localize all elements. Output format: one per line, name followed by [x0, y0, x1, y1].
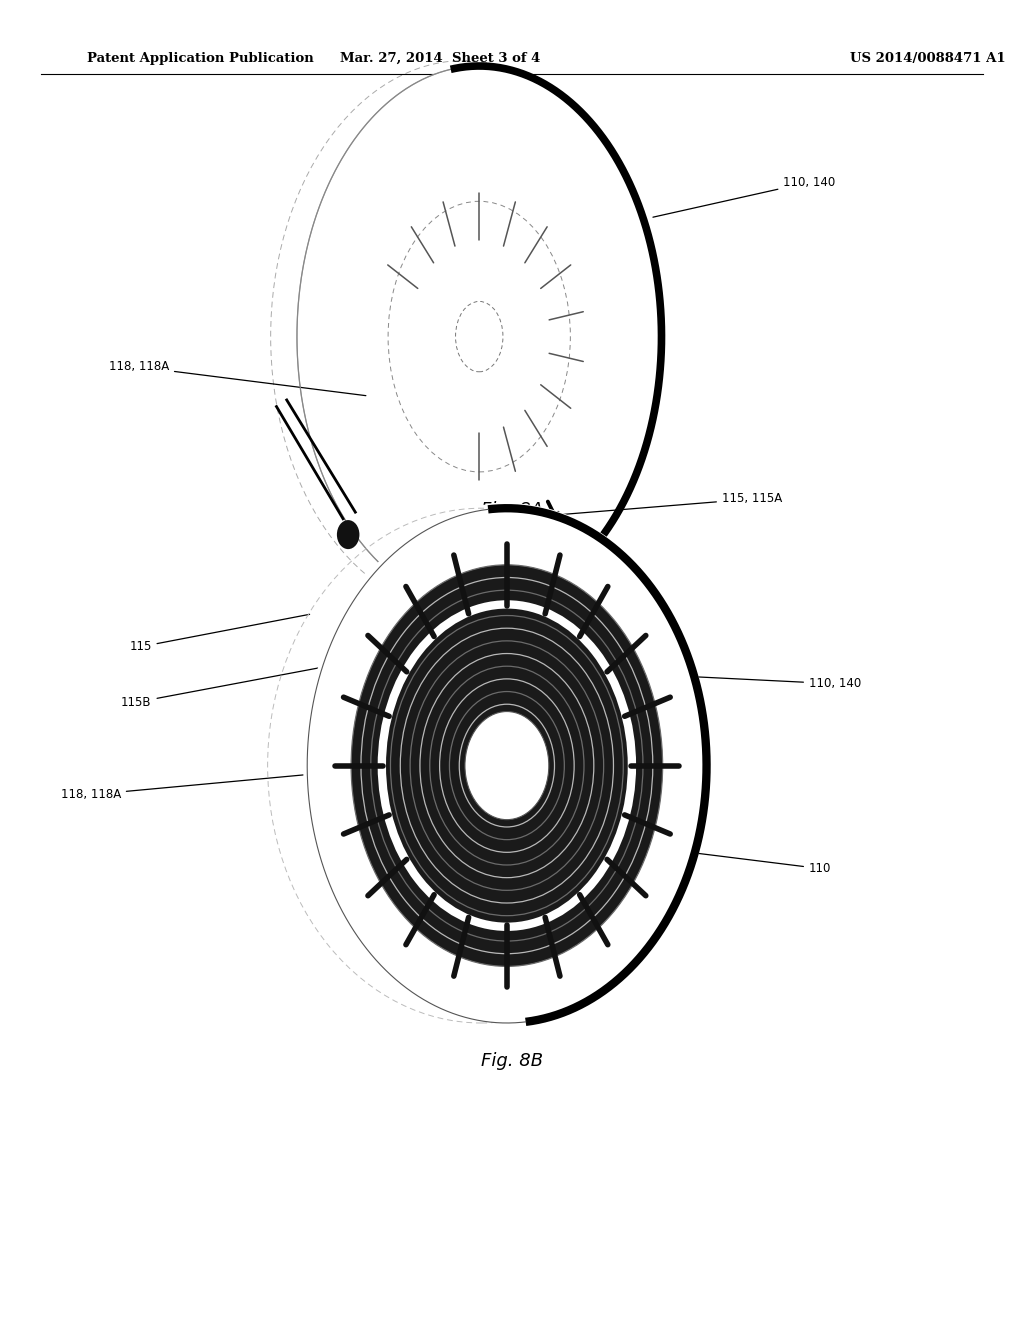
Text: 115B: 115B — [121, 667, 323, 709]
Text: 115, 115A: 115, 115A — [561, 492, 782, 515]
Ellipse shape — [307, 508, 707, 1023]
Ellipse shape — [465, 711, 549, 820]
Text: 110, 140: 110, 140 — [679, 676, 861, 690]
Text: 118, 118A: 118, 118A — [60, 772, 330, 801]
Text: 110: 110 — [653, 847, 831, 875]
Text: Patent Application Publication: Patent Application Publication — [87, 51, 313, 65]
Text: 110, 140: 110, 140 — [653, 176, 836, 218]
Ellipse shape — [337, 520, 359, 549]
Ellipse shape — [297, 66, 662, 607]
Ellipse shape — [303, 503, 711, 1028]
Ellipse shape — [351, 565, 663, 966]
Text: Mar. 27, 2014  Sheet 3 of 4: Mar. 27, 2014 Sheet 3 of 4 — [340, 51, 541, 65]
Text: 115: 115 — [129, 614, 309, 653]
Text: Fig. 8B: Fig. 8B — [481, 1052, 543, 1071]
Text: 118, 118A: 118, 118A — [109, 360, 366, 396]
Text: US 2014/0088471 A1: US 2014/0088471 A1 — [850, 51, 1006, 65]
Text: Fig. 8A: Fig. 8A — [481, 500, 543, 519]
